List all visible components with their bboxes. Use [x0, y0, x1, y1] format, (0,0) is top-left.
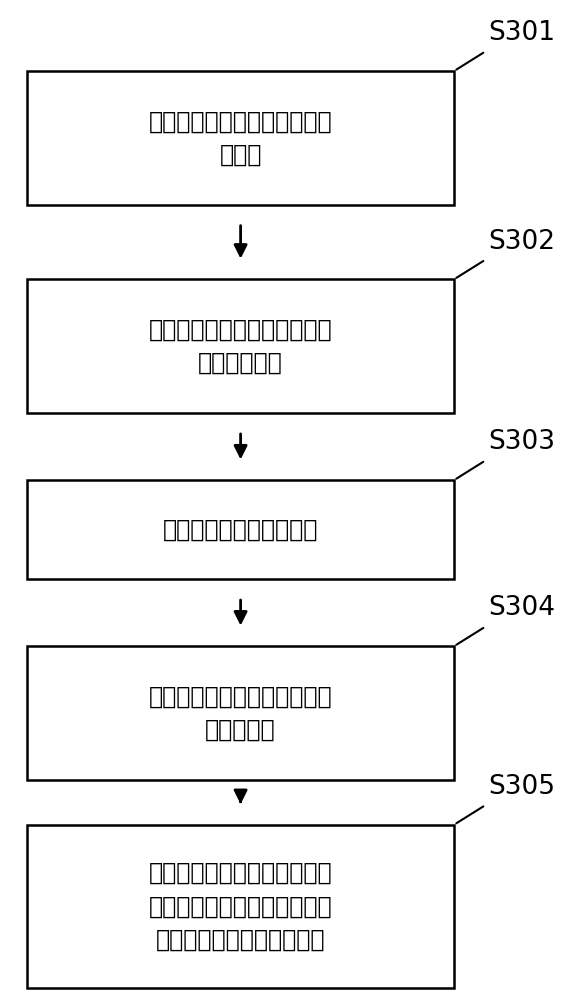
Text: S302: S302 — [488, 229, 556, 255]
Text: 根据室外环境参数，修正压缩
机的运行频率: 根据室外环境参数，修正压缩 机的运行频率 — [149, 318, 332, 375]
Text: 获取压缩机系统参数和室外风
机系统参数: 获取压缩机系统参数和室外风 机系统参数 — [149, 684, 332, 742]
Text: S304: S304 — [488, 595, 556, 621]
Text: 根据压缩机实时运行频率、压
缩机系统参数和室外风机系统
参数，调整室外风机的转速: 根据压缩机实时运行频率、压 缩机系统参数和室外风机系统 参数，调整室外风机的转速 — [149, 861, 332, 952]
Text: S305: S305 — [488, 774, 556, 800]
Bar — [27, 71, 454, 205]
Text: S301: S301 — [488, 20, 556, 46]
Bar — [27, 825, 454, 988]
Bar — [27, 279, 454, 413]
Bar — [27, 646, 454, 780]
Text: 每间隔预设时长，获取室外环
境参数: 每间隔预设时长，获取室外环 境参数 — [149, 109, 332, 167]
Bar — [27, 480, 454, 579]
Text: 确定压缩机实时运行频率: 确定压缩机实时运行频率 — [163, 518, 318, 542]
Text: S303: S303 — [488, 429, 556, 455]
